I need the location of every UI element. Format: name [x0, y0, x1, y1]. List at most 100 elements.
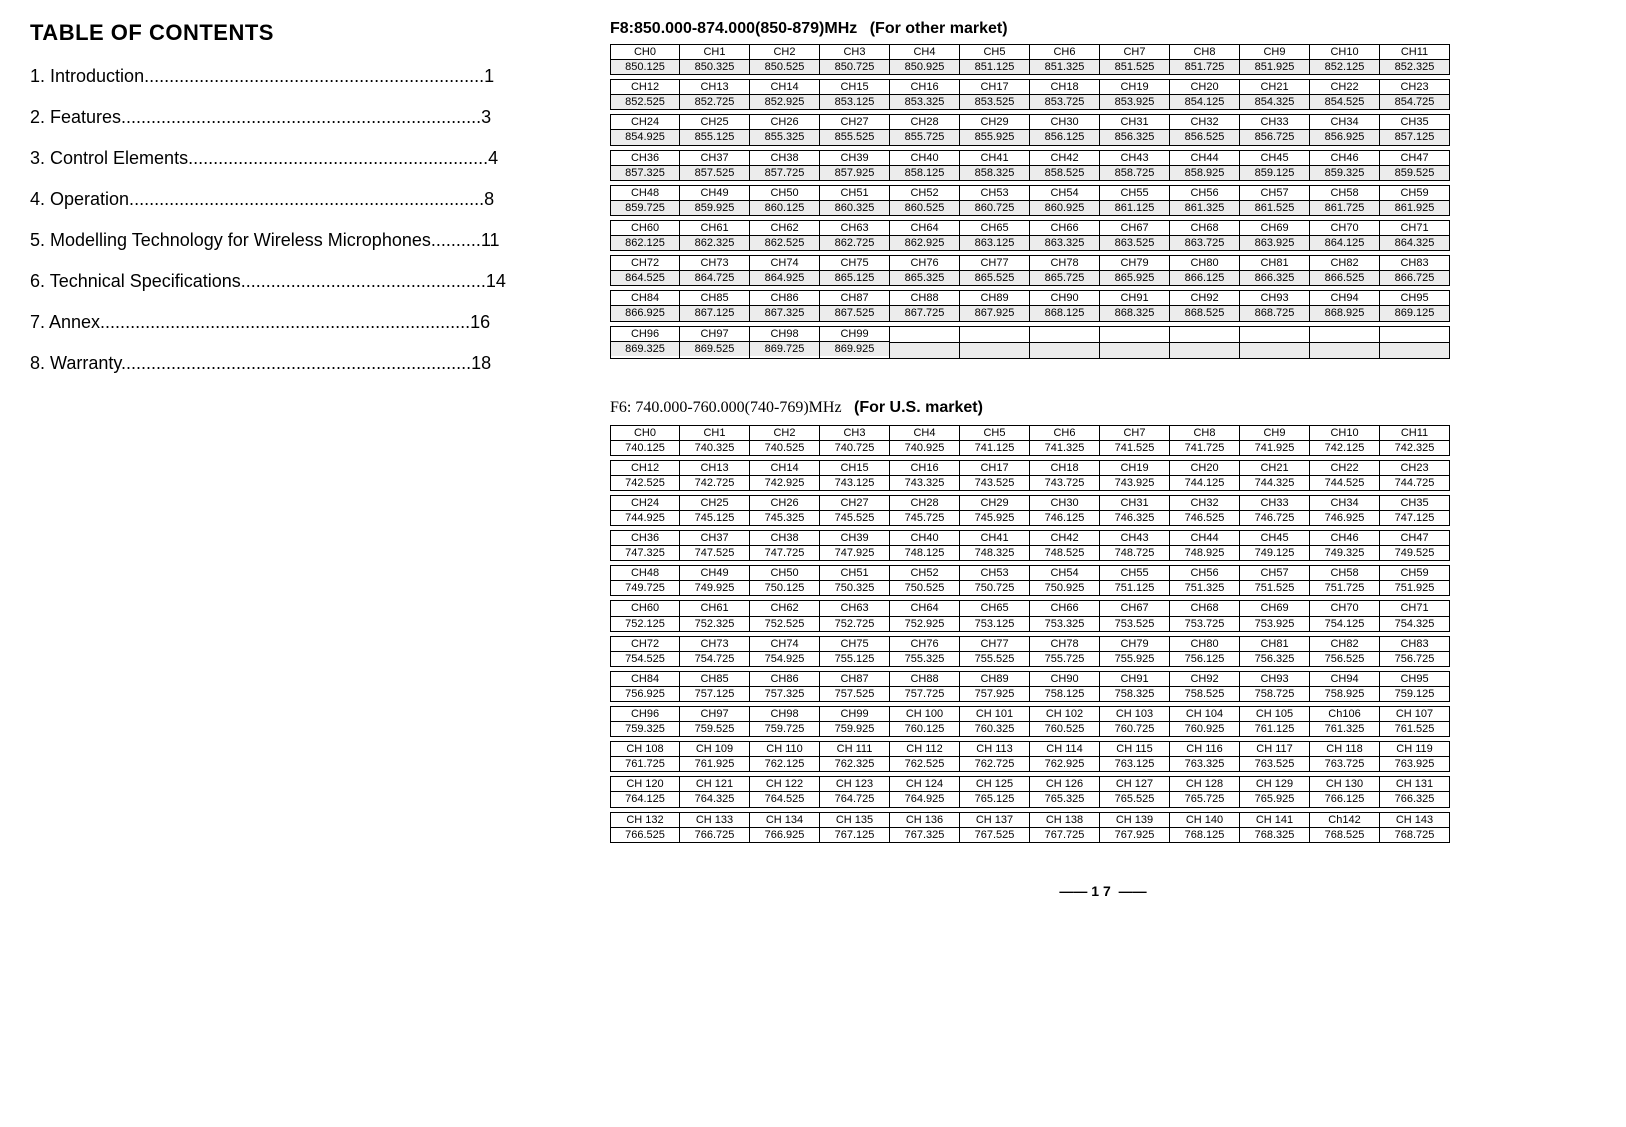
channel-frequency: 751.525 — [1240, 581, 1309, 595]
channel-frequency: 869.125 — [1380, 306, 1449, 320]
channel-label — [890, 327, 959, 343]
freq-cell: CH54750.925 — [1030, 565, 1100, 596]
channel-label: CH1 — [680, 45, 749, 60]
channel-frequency: 747.725 — [750, 546, 819, 560]
channel-frequency: 744.325 — [1240, 476, 1309, 490]
f8-range: F8:850.000-874.000(850-879)MHz — [610, 20, 857, 37]
channel-frequency: 764.925 — [890, 792, 959, 806]
channel-frequency: 745.525 — [820, 511, 889, 525]
channel-frequency: 758.925 — [1310, 687, 1379, 701]
freq-cell: CH50750.125 — [750, 565, 820, 596]
channel-label: CH5 — [960, 426, 1029, 441]
channel-frequency: 760.125 — [890, 722, 959, 736]
channel-frequency: 747.325 — [611, 546, 679, 560]
freq-cell: CH25745.125 — [680, 495, 750, 526]
channel-frequency: 869.925 — [820, 342, 889, 356]
f6-range: F6: 740.000-760.000(740-769)MHz — [610, 399, 842, 416]
channel-label: CH42 — [1030, 531, 1099, 546]
freq-cell: CH31856.325 — [1100, 114, 1170, 145]
freq-cell: CH43858.725 — [1100, 150, 1170, 181]
channel-frequency: 863.125 — [960, 236, 1029, 250]
channel-frequency: 741.725 — [1170, 441, 1239, 455]
freq-cell: CH61862.325 — [680, 220, 750, 251]
channel-frequency: 853.525 — [960, 95, 1029, 109]
channel-frequency: 755.525 — [960, 652, 1029, 666]
freq-cell: CH 113762.725 — [960, 741, 1030, 772]
channel-label: CH32 — [1170, 496, 1239, 511]
channel-label: CH7 — [1100, 426, 1169, 441]
channel-frequency: 864.525 — [611, 271, 679, 285]
channel-label: CH89 — [960, 291, 1029, 306]
channel-label: CH34 — [1310, 496, 1379, 511]
channel-label: CH10 — [1310, 45, 1379, 60]
channel-frequency: 741.925 — [1240, 441, 1309, 455]
toc-line: 4. Operation............................… — [30, 189, 550, 210]
channel-label: CH 102 — [1030, 707, 1099, 722]
channel-frequency: 768.525 — [1310, 828, 1379, 842]
channel-label: CH13 — [680, 461, 749, 476]
channel-label: CH33 — [1240, 115, 1309, 130]
channel-frequency: 742.325 — [1380, 441, 1449, 455]
freq-cell: CH 120764.125 — [610, 776, 680, 807]
channel-frequency: 861.325 — [1170, 201, 1239, 215]
freq-cell: CH46749.325 — [1310, 530, 1380, 561]
channel-frequency: 866.125 — [1170, 271, 1239, 285]
channel-label: CH75 — [820, 256, 889, 271]
channel-frequency: 865.525 — [960, 271, 1029, 285]
channel-label: CH20 — [1170, 80, 1239, 95]
channel-frequency: 858.725 — [1100, 166, 1169, 180]
freq-cell: CH28855.725 — [890, 114, 960, 145]
channel-label: CH16 — [890, 80, 959, 95]
freq-cell: CH26745.325 — [750, 495, 820, 526]
channel-label: CH75 — [820, 637, 889, 652]
freq-cell: CH42748.525 — [1030, 530, 1100, 561]
channel-label: CH 115 — [1100, 742, 1169, 757]
freq-cell: CH15853.125 — [820, 79, 890, 110]
channel-frequency: 743.925 — [1100, 476, 1169, 490]
channel-label: CH 103 — [1100, 707, 1169, 722]
channel-frequency: 758.325 — [1100, 687, 1169, 701]
channel-label: CH24 — [611, 115, 679, 130]
channel-frequency: 860.925 — [1030, 201, 1099, 215]
channel-frequency: 865.725 — [1030, 271, 1099, 285]
freq-cell: CH68863.725 — [1170, 220, 1240, 251]
channel-frequency: 761.325 — [1310, 722, 1379, 736]
channel-frequency: 761.125 — [1240, 722, 1309, 736]
channel-label: CH60 — [611, 221, 679, 236]
freq-cell: CH22744.525 — [1310, 460, 1380, 491]
channel-label: CH65 — [960, 601, 1029, 616]
channel-label: CH63 — [820, 601, 889, 616]
freq-cell: CH0740.125 — [610, 425, 680, 456]
freq-cell: Ch142768.525 — [1310, 812, 1380, 843]
channel-frequency: 752.125 — [611, 617, 679, 631]
freq-cell: CH75755.125 — [820, 636, 890, 667]
channel-label: CH79 — [1100, 256, 1169, 271]
channel-frequency: 863.325 — [1030, 236, 1099, 250]
channel-label — [1380, 327, 1449, 343]
freq-cell: CH27855.525 — [820, 114, 890, 145]
channel-frequency: 859.925 — [680, 201, 749, 215]
channel-label: CH37 — [680, 151, 749, 166]
channel-label: CH9 — [1240, 45, 1309, 60]
channel-label: CH82 — [1310, 637, 1379, 652]
freq-cell: CH32856.525 — [1170, 114, 1240, 145]
channel-label: CH51 — [820, 186, 889, 201]
channel-label: CH19 — [1100, 80, 1169, 95]
channel-label: CH44 — [1170, 531, 1239, 546]
freq-cell: CH32746.525 — [1170, 495, 1240, 526]
channel-label: CH67 — [1100, 221, 1169, 236]
freq-cell: CH29745.925 — [960, 495, 1030, 526]
freq-cell: CH82866.525 — [1310, 255, 1380, 286]
freq-cell: CH 133766.725 — [680, 812, 750, 843]
channel-frequency: 868.725 — [1240, 306, 1309, 320]
freq-cell: CH76865.325 — [890, 255, 960, 286]
freq-cell: CH 105761.125 — [1240, 706, 1310, 737]
channel-frequency: 755.725 — [1030, 652, 1099, 666]
channel-label: CH74 — [750, 256, 819, 271]
channel-label: CH29 — [960, 115, 1029, 130]
freq-cell: CH50860.125 — [750, 185, 820, 216]
channel-frequency: 852.125 — [1310, 60, 1379, 74]
freq-cell: CH 129765.925 — [1240, 776, 1310, 807]
channel-label: CH92 — [1170, 672, 1239, 687]
freq-cell: CH10742.125 — [1310, 425, 1380, 456]
